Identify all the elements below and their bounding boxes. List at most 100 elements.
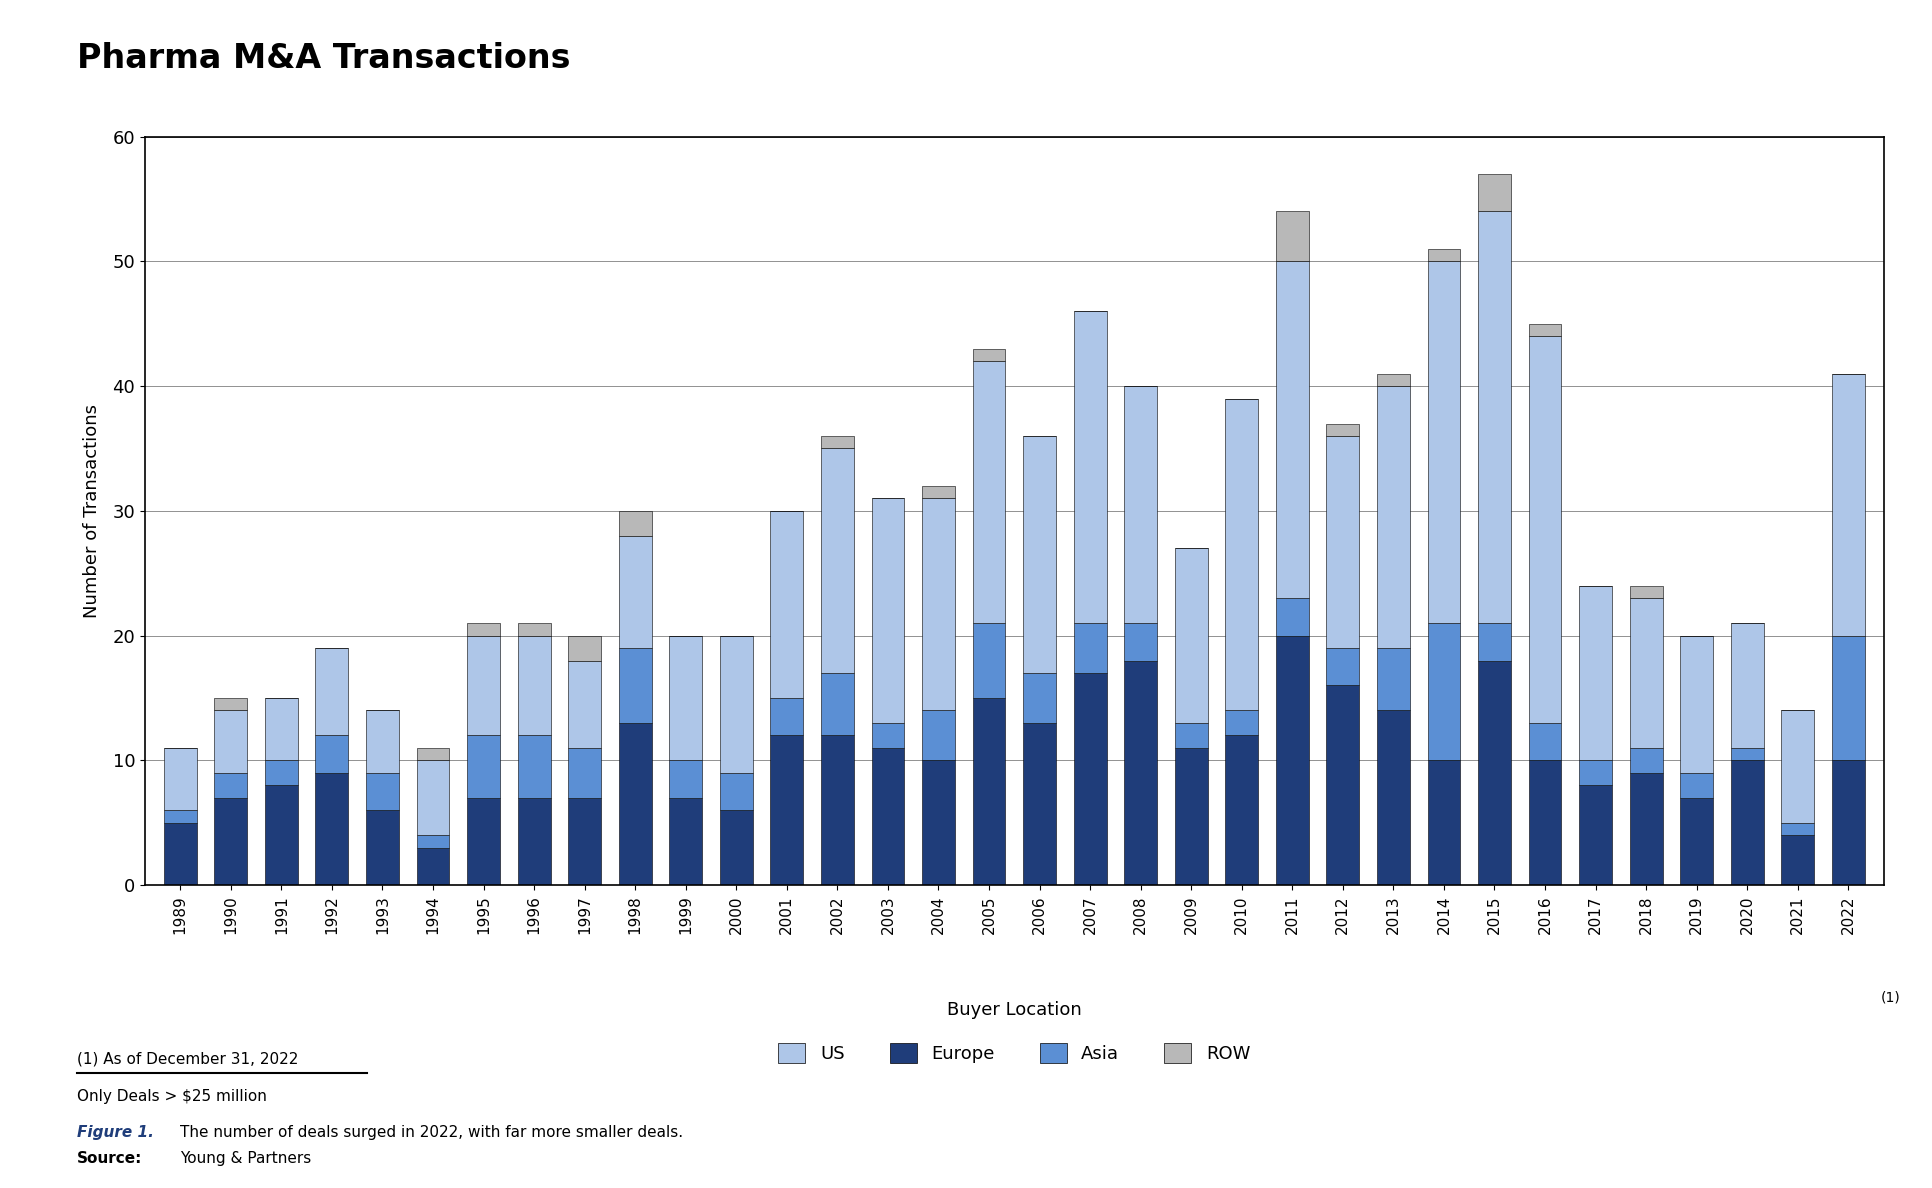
Bar <box>1832 760 1864 885</box>
Bar <box>972 699 1005 885</box>
Bar <box>1428 261 1461 623</box>
Bar <box>668 798 701 885</box>
Bar <box>518 798 551 885</box>
Bar <box>468 623 500 636</box>
Bar <box>821 448 854 672</box>
Bar <box>1781 710 1814 822</box>
Bar <box>417 848 450 885</box>
Bar <box>1225 710 1258 735</box>
Bar <box>668 636 701 760</box>
Bar <box>315 649 348 735</box>
Bar <box>1781 835 1814 885</box>
Bar <box>265 785 298 885</box>
Bar <box>668 760 701 798</box>
Bar <box>214 699 247 710</box>
Bar <box>1528 760 1561 885</box>
Bar <box>1378 710 1410 885</box>
Bar <box>164 822 197 885</box>
Y-axis label: Number of Transactions: Number of Transactions <box>83 404 100 618</box>
X-axis label: Buyer Location: Buyer Location <box>947 1001 1082 1019</box>
Bar <box>214 773 247 798</box>
Bar <box>1275 636 1308 885</box>
Bar <box>871 748 904 885</box>
Bar <box>1681 773 1714 798</box>
Text: The number of deals surged in 2022, with far more smaller deals.: The number of deals surged in 2022, with… <box>180 1125 682 1140</box>
Bar <box>1225 735 1258 885</box>
Bar <box>1327 685 1360 885</box>
Bar <box>1327 423 1360 436</box>
Bar <box>1781 822 1814 835</box>
Bar <box>972 349 1005 361</box>
Bar <box>1074 623 1107 672</box>
Bar <box>721 810 753 885</box>
Bar <box>518 623 551 636</box>
Bar <box>1731 623 1764 748</box>
Bar <box>1478 173 1511 211</box>
Text: Only Deals > $25 million: Only Deals > $25 million <box>77 1089 267 1105</box>
Bar <box>871 499 904 722</box>
Bar <box>922 486 954 499</box>
Bar <box>365 773 398 810</box>
Bar <box>568 636 601 661</box>
Bar <box>1478 623 1511 661</box>
Bar <box>1327 436 1360 649</box>
Bar <box>468 735 500 798</box>
Bar <box>1074 311 1107 623</box>
Bar <box>365 810 398 885</box>
Bar <box>1578 785 1611 885</box>
Bar <box>618 536 651 649</box>
Bar <box>1378 386 1410 649</box>
Bar <box>1327 649 1360 685</box>
Text: Young & Partners: Young & Partners <box>180 1151 311 1167</box>
Bar <box>821 672 854 735</box>
Bar <box>1631 748 1663 773</box>
Bar <box>771 699 804 735</box>
Bar <box>1478 211 1511 623</box>
Bar <box>1631 773 1663 885</box>
Bar <box>1074 672 1107 885</box>
Bar <box>417 835 450 848</box>
Bar <box>821 436 854 449</box>
Bar <box>1378 373 1410 386</box>
Bar <box>518 636 551 735</box>
Bar <box>1428 248 1461 261</box>
Bar <box>1731 760 1764 885</box>
Text: (1): (1) <box>1882 991 1901 1004</box>
Bar <box>1175 748 1208 885</box>
Bar <box>1124 623 1157 661</box>
Bar <box>468 636 500 735</box>
Bar <box>1428 760 1461 885</box>
Bar <box>821 735 854 885</box>
Bar <box>1378 649 1410 710</box>
Bar <box>721 773 753 810</box>
Bar <box>771 735 804 885</box>
Bar <box>1175 722 1208 748</box>
Bar <box>1175 549 1208 722</box>
Bar <box>1528 722 1561 760</box>
Text: (1) As of December 31, 2022: (1) As of December 31, 2022 <box>77 1051 299 1067</box>
Bar <box>417 760 450 835</box>
Bar <box>922 710 954 760</box>
Bar <box>1024 722 1057 885</box>
Bar <box>1731 748 1764 760</box>
Bar <box>871 722 904 748</box>
Bar <box>618 511 651 536</box>
Bar <box>618 649 651 722</box>
Bar <box>1024 436 1057 672</box>
Text: Figure 1.: Figure 1. <box>77 1125 155 1140</box>
Bar <box>468 798 500 885</box>
Bar <box>1275 211 1308 261</box>
Bar <box>1681 798 1714 885</box>
Bar <box>1528 336 1561 722</box>
Bar <box>164 748 197 810</box>
Bar <box>1631 586 1663 599</box>
Bar <box>972 361 1005 623</box>
Bar <box>1832 636 1864 760</box>
Bar <box>1024 672 1057 722</box>
Bar <box>1478 661 1511 885</box>
Bar <box>972 623 1005 699</box>
Bar <box>1124 661 1157 885</box>
Bar <box>922 499 954 710</box>
Bar <box>1832 373 1864 636</box>
Bar <box>265 699 298 760</box>
